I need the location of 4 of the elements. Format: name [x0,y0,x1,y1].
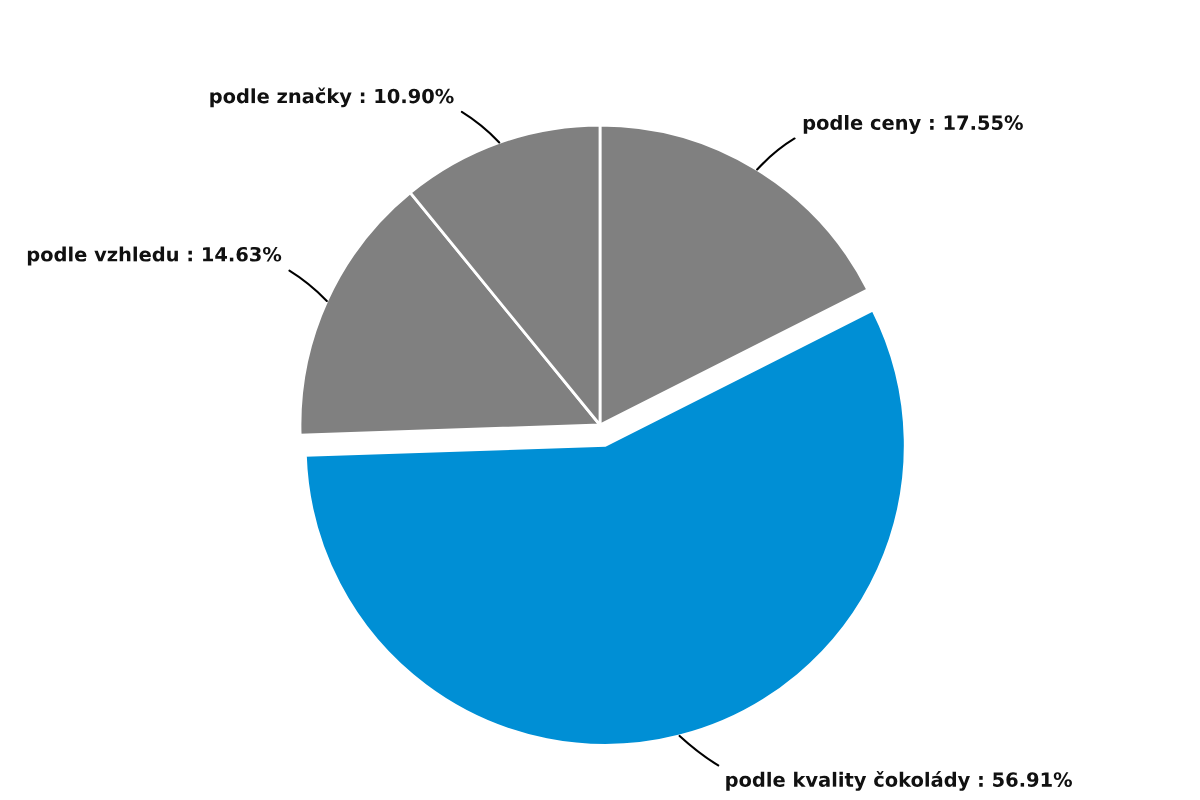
slice-label: podle kvality čokolády : 56.91% [726,771,1072,791]
slice-label: podle ceny : 17.55% [803,114,1023,134]
slice-label: podle značky : 10.90% [210,87,454,108]
slice-label: podle vzhledu : 14.63% [27,246,282,266]
